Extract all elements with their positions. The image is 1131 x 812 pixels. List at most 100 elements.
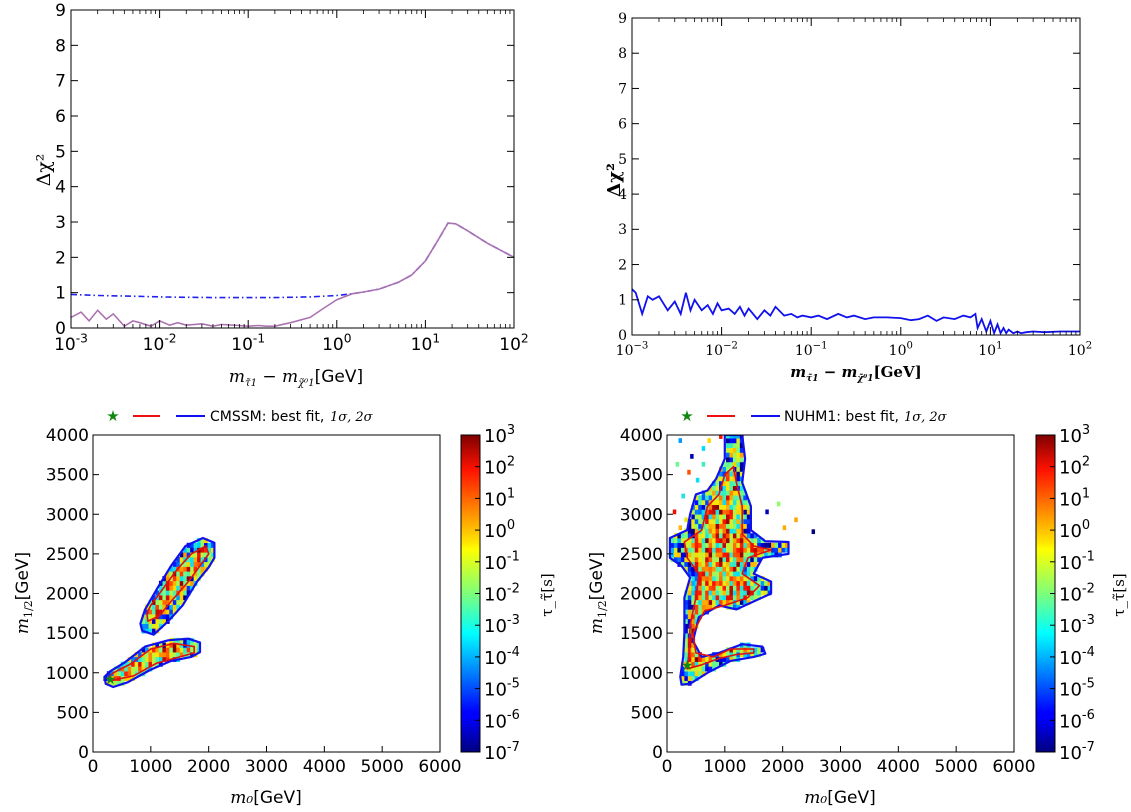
heatmap-cell	[725, 499, 730, 506]
heatmap-cell	[712, 514, 716, 520]
heatmap-cell	[729, 485, 734, 491]
heatmap-cell	[774, 547, 779, 553]
heatmap-cell	[183, 561, 187, 567]
heatmap-cell	[736, 561, 741, 567]
x-tick-label: 4000	[877, 757, 920, 777]
heatmap-cell	[705, 576, 709, 582]
heatmap-cell	[722, 514, 727, 520]
heatmap-cell	[736, 538, 741, 544]
heatmap-cell	[190, 557, 194, 563]
heatmap-cell	[698, 523, 702, 529]
heatmap-cell	[719, 652, 723, 658]
heatmap-cell	[729, 576, 734, 582]
heatmap-cell	[729, 590, 734, 596]
heatmap-cell	[722, 485, 727, 491]
heatmap-cell	[722, 590, 727, 596]
heatmap-cell	[691, 642, 696, 648]
heatmap-cell	[743, 585, 748, 591]
heatmap-cell	[743, 590, 748, 596]
heatmap-cell	[172, 590, 177, 596]
heatmap-cell	[155, 661, 160, 667]
heatmap-cell	[739, 561, 744, 567]
heatmap-cell	[673, 538, 678, 544]
heatmap-cell	[746, 542, 751, 548]
heatmap-cell	[691, 599, 696, 605]
colorbar-tick-label: 100	[484, 518, 515, 542]
heatmap-cell	[151, 595, 156, 601]
heatmap-cell	[725, 595, 730, 601]
heatmap-cell	[176, 595, 181, 601]
x-tick-label: 100	[889, 341, 913, 359]
heatmap-cell	[176, 576, 181, 582]
heatmap-cell	[193, 547, 198, 553]
heatmap-cell	[705, 528, 709, 534]
heatmap-cell	[172, 642, 177, 648]
legend-text: CMSSM: best fit,	[210, 409, 324, 425]
heatmap-cell	[708, 533, 713, 539]
heatmap-cell	[736, 495, 741, 501]
heatmap-cell	[729, 566, 734, 572]
heatmap-cell	[753, 547, 758, 553]
heatmap-cell	[760, 547, 765, 553]
heatmap-cell	[729, 652, 734, 658]
heatmap-cell	[179, 552, 184, 558]
tau-lifetime-map-nuhm1: ★ NUHM1: best fit, 1σ, 2σ ★ 0 1000 2000 300…	[587, 407, 1128, 808]
heatmap-cell	[739, 466, 744, 472]
heatmap-cell	[729, 656, 734, 662]
heatmap-cell	[719, 538, 723, 544]
heatmap-cell	[719, 542, 723, 548]
heatmap-cell	[760, 542, 765, 548]
y-tick-label: 2	[618, 257, 627, 273]
heatmap-cell	[176, 580, 181, 586]
heatmap-cell	[158, 642, 163, 648]
heatmap-cell	[736, 476, 741, 482]
heatmap-cell	[715, 580, 720, 586]
heatmap-cell	[691, 547, 696, 553]
heatmap-cell	[172, 652, 177, 658]
heatmap-cell	[698, 590, 702, 596]
heatmap-cell	[186, 557, 191, 563]
heatmap-cell	[746, 566, 751, 572]
heatmap-cell	[155, 647, 160, 653]
heatmap-cell	[729, 523, 734, 529]
heatmap-cell	[691, 519, 696, 525]
heatmap-cell	[691, 647, 696, 653]
heatmap-cell	[743, 528, 748, 534]
heatmap-cell	[725, 442, 730, 448]
heatmap-cells	[103, 538, 215, 686]
heatmap-cell	[179, 652, 184, 658]
heatmap-cell	[771, 552, 775, 558]
heatmap-cell	[176, 604, 181, 610]
heatmap-cell	[701, 566, 706, 572]
heatmap-cell	[694, 609, 699, 615]
heatmap-cell	[712, 547, 716, 553]
heatmap-cell	[684, 566, 689, 572]
tau-lifetime-map-cmssm: ★ CMSSM: best fit, 1σ, 2σ ★ 0 1000 2000 300…	[13, 407, 556, 808]
heatmap-cell	[729, 571, 734, 577]
heatmap-cell	[715, 547, 720, 553]
heatmap-cell	[715, 480, 720, 487]
heatmap-cell	[694, 614, 699, 620]
heatmap-cell	[782, 525, 787, 531]
heatmap-cell	[701, 590, 706, 596]
heatmap-cell	[691, 595, 696, 601]
heatmap-cell	[732, 542, 737, 548]
heatmap-cell	[680, 666, 685, 672]
heatmap-cell	[757, 585, 761, 591]
heatmap-cell	[722, 566, 727, 572]
heatmap-cell	[162, 614, 167, 620]
heatmap-cell	[684, 666, 689, 672]
heatmap-cell	[698, 547, 702, 553]
x-tick-label: 10-2	[143, 331, 177, 355]
heatmap-cell	[719, 504, 723, 510]
heatmap-cell	[670, 538, 675, 544]
heatmap-cell	[736, 457, 741, 463]
heatmap-cell	[691, 528, 696, 534]
heatmap-cell	[750, 576, 755, 582]
heatmap-cell	[141, 656, 146, 662]
heatmap-cell	[687, 595, 692, 601]
heatmap-cell	[162, 595, 167, 601]
contours: ★	[103, 536, 216, 689]
x-tick-label: 2000	[187, 757, 230, 777]
heatmap-cell	[705, 552, 709, 558]
